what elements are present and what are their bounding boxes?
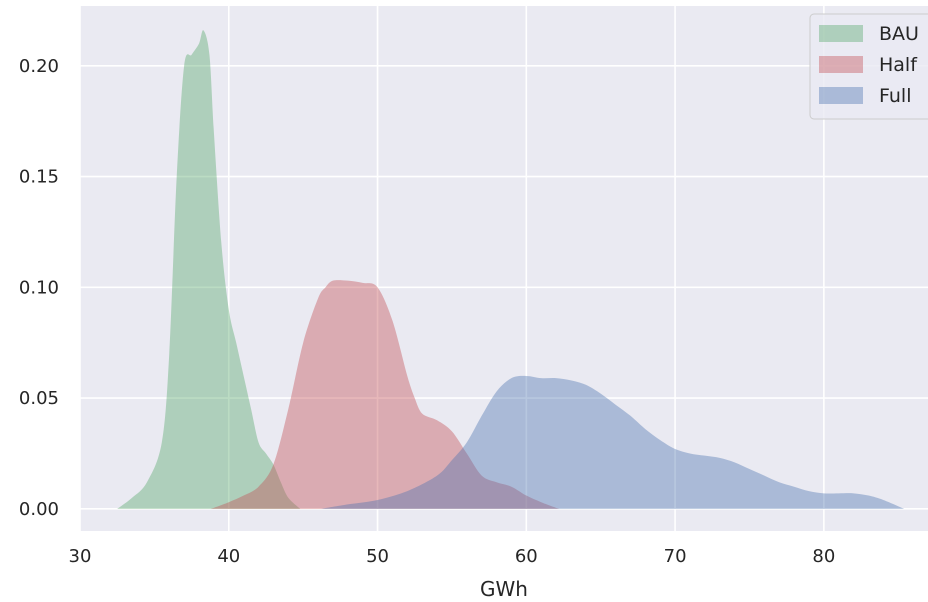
y-tick-label: 0.20 <box>19 56 59 77</box>
legend-swatch-bau <box>819 25 863 42</box>
legend-swatch-half <box>819 56 863 73</box>
legend-label-bau: BAU <box>879 23 919 45</box>
legend: BAU Half Full <box>809 13 928 120</box>
density-area-full <box>321 375 905 509</box>
y-tick-labels: 0.00 0.05 0.10 0.15 0.20 <box>19 56 59 520</box>
x-gridlines <box>79 6 825 531</box>
y-tick-label: 0.10 <box>19 277 59 298</box>
plot-background <box>80 6 928 531</box>
x-axis-title: GWh <box>480 577 528 601</box>
y-tick-label: 0.05 <box>19 388 59 409</box>
y-gridlines <box>80 65 928 510</box>
x-tick-label: 70 <box>664 546 687 567</box>
x-tick-label: 80 <box>812 546 835 567</box>
y-tick-label: 0.15 <box>19 167 59 188</box>
x-tick-label: 50 <box>366 546 389 567</box>
density-area-half <box>210 280 560 509</box>
legend-label-full: Full <box>879 85 912 107</box>
legend-swatch-full <box>819 87 863 104</box>
legend-frame <box>809 13 928 120</box>
density-areas <box>117 30 905 509</box>
y-tick-label: 0.00 <box>19 499 59 520</box>
density-area-bau <box>117 30 301 509</box>
x-tick-labels: 30 40 50 60 70 80 <box>69 546 836 567</box>
x-tick-label: 60 <box>515 546 538 567</box>
legend-label-half: Half <box>879 54 918 76</box>
x-tick-label: 40 <box>217 546 240 567</box>
x-tick-label: 30 <box>69 546 92 567</box>
